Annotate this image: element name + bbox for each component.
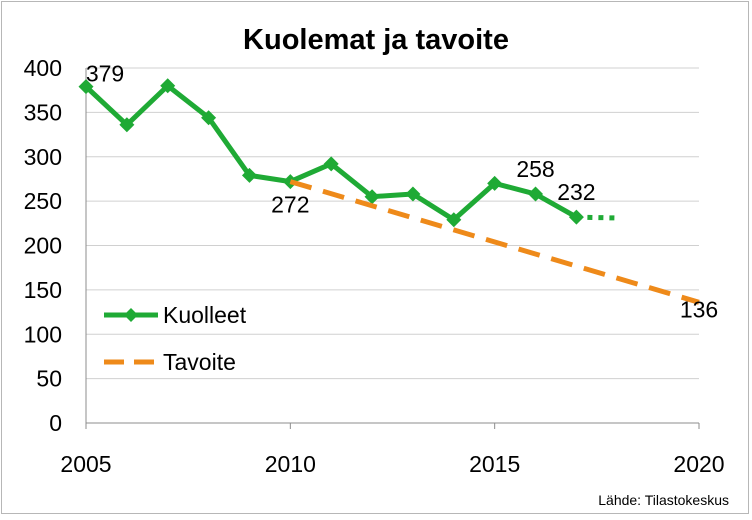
point-kuolleet-2014 xyxy=(446,212,462,228)
data-label-2005: 379 xyxy=(86,61,124,87)
x-tick-labels: 2005 2010 2015 2020 xyxy=(60,451,724,477)
point-kuolleet-2008 xyxy=(201,110,217,126)
y-tick-label-300: 300 xyxy=(24,144,62,170)
axes xyxy=(85,68,700,429)
point-kuolleet-2013 xyxy=(405,186,421,202)
series-projection-kuolleet xyxy=(576,214,618,221)
point-kuolleet-2011 xyxy=(323,156,339,172)
y-tick-labels: 0 50 100 150 200 250 300 350 400 xyxy=(24,55,62,436)
point-kuolleet-2015 xyxy=(487,175,503,191)
point-kuolleet-2016 xyxy=(528,186,544,202)
legend: Kuolleet Tavoite xyxy=(104,302,247,375)
point-kuolleet-2009 xyxy=(241,167,257,183)
x-tick-label-2015: 2015 xyxy=(469,451,520,477)
point-kuolleet-2007 xyxy=(160,78,176,94)
legend-marker-kuolleet xyxy=(124,308,138,322)
y-tick-label-150: 150 xyxy=(24,277,62,303)
series-line-kuolleet xyxy=(84,83,578,223)
point-kuolleet-2012 xyxy=(364,189,380,205)
point-kuolleet-2017 xyxy=(568,209,584,225)
chart-title: Kuolemat ja tavoite xyxy=(243,24,509,56)
data-label-2020: 136 xyxy=(680,296,718,322)
x-tick-label-2020: 2020 xyxy=(673,451,724,477)
y-tick-label-400: 400 xyxy=(24,55,62,81)
gridlines xyxy=(86,67,699,380)
point-kuolleet-2006 xyxy=(119,117,135,133)
y-tick-label-200: 200 xyxy=(24,233,62,259)
data-label-2017: 232 xyxy=(557,179,595,205)
source-note: Lähde: Tilastokeskus xyxy=(598,492,729,508)
y-tick-label-350: 350 xyxy=(24,99,62,125)
legend-label-kuolleet: Kuolleet xyxy=(163,302,247,328)
x-tick-label-2010: 2010 xyxy=(265,451,316,477)
y-tick-label-100: 100 xyxy=(24,321,62,347)
series-line-tavoite xyxy=(289,179,700,305)
series-layer xyxy=(78,78,700,305)
data-label-2016: 258 xyxy=(516,156,554,182)
data-label-2010: 272 xyxy=(271,192,309,218)
y-tick-label-250: 250 xyxy=(24,188,62,214)
legend-label-tavoite: Tavoite xyxy=(163,349,236,375)
x-tick-label-2005: 2005 xyxy=(60,451,111,477)
point-kuolleet-2005 xyxy=(78,79,94,95)
y-tick-label-50: 50 xyxy=(36,366,62,392)
y-tick-label-0: 0 xyxy=(49,410,62,436)
